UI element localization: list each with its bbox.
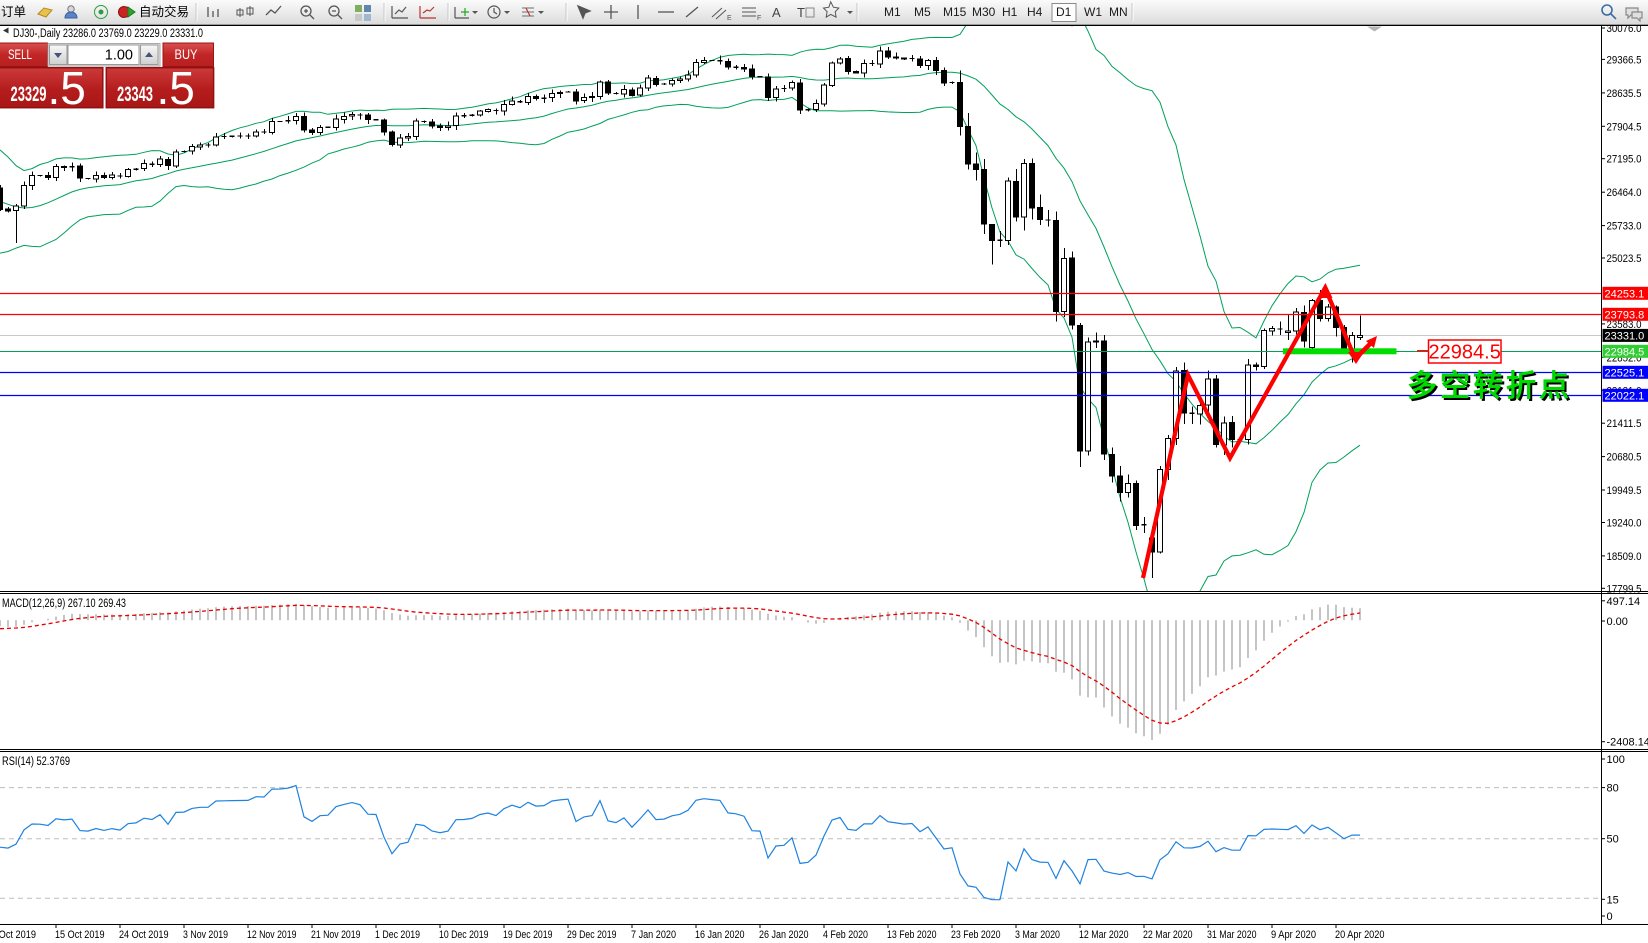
svg-text:M5: M5 [914,5,931,19]
svg-text:BUY: BUY [175,47,198,62]
svg-text:17799.5: 17799.5 [1607,583,1642,595]
svg-text:18509.0: 18509.0 [1607,551,1642,563]
svg-text:31 Mar 2020: 31 Mar 2020 [1207,929,1257,941]
svg-text:27904.5: 27904.5 [1607,121,1642,133]
svg-text:.5: .5 [157,62,195,114]
svg-text:A: A [772,5,781,20]
svg-text:19949.5: 19949.5 [1607,485,1642,497]
svg-text:M1: M1 [884,5,901,19]
svg-text:9 Apr 2020: 9 Apr 2020 [1271,929,1316,941]
svg-text:D1: D1 [1056,5,1072,19]
svg-text:T: T [797,5,805,20]
svg-text:.5: .5 [48,62,86,114]
svg-text:22525.1: 22525.1 [1605,367,1645,379]
svg-text:7 Jan 2020: 7 Jan 2020 [631,929,676,941]
svg-text:22022.1: 22022.1 [1605,390,1645,402]
svg-text:19240.0: 19240.0 [1607,518,1642,530]
svg-text:26 Jan 2020: 26 Jan 2020 [759,929,809,941]
svg-text:1 Dec 2019: 1 Dec 2019 [375,929,420,941]
svg-text:13 Feb 2020: 13 Feb 2020 [887,929,937,941]
svg-text:0: 0 [1607,911,1613,923]
svg-text:22984.5: 22984.5 [1605,346,1645,358]
svg-text:多空转折点: 多空转折点 [1409,372,1574,405]
svg-text:21411.5: 21411.5 [1607,418,1642,430]
svg-text:21 Nov 2019: 21 Nov 2019 [311,929,361,941]
svg-text:15 Oct 2019: 15 Oct 2019 [55,929,105,941]
svg-text:23329: 23329 [11,83,47,106]
svg-text:M30: M30 [972,5,996,19]
svg-text:16 Jan 2020: 16 Jan 2020 [695,929,745,941]
svg-text:23343: 23343 [117,83,153,106]
svg-text:多空转折点: 多空转折点 [1407,370,1572,403]
svg-text:22 Mar 2020: 22 Mar 2020 [1143,929,1193,941]
svg-text:E: E [727,15,732,22]
svg-text:MN: MN [1109,5,1128,19]
svg-text:23331.0: 23331.0 [1605,330,1645,342]
svg-text:0.00: 0.00 [1607,616,1628,628]
svg-text:W1: W1 [1084,5,1102,19]
svg-text:MACD(12,26,9) 267.10 269.43: MACD(12,26,9) 267.10 269.43 [2,598,126,610]
svg-text:29366.5: 29366.5 [1607,54,1642,66]
svg-text:F: F [757,15,761,22]
svg-text:6 Oct 2019: 6 Oct 2019 [0,929,36,941]
svg-text:1.00: 1.00 [105,48,133,64]
svg-text:30076.0: 30076.0 [1607,23,1642,35]
svg-text:自动交易: 自动交易 [139,4,189,19]
svg-text:28635.5: 28635.5 [1607,88,1642,100]
svg-text:H4: H4 [1027,5,1043,19]
svg-text:DJ30-,Daily 23286.0 23769.0 2: DJ30-,Daily 23286.0 23769.0 23229.0 2333… [13,28,203,40]
svg-text:4 Feb 2020: 4 Feb 2020 [823,929,868,941]
svg-text:25733.0: 25733.0 [1607,221,1642,233]
svg-text:20680.5: 20680.5 [1607,452,1642,464]
svg-text:19 Dec 2019: 19 Dec 2019 [503,929,553,941]
svg-text:29 Dec 2019: 29 Dec 2019 [567,929,617,941]
svg-text:23 Feb 2020: 23 Feb 2020 [951,929,1001,941]
svg-text:M15: M15 [943,5,967,19]
svg-text:SELL: SELL [8,47,32,62]
svg-text:24 Oct 2019: 24 Oct 2019 [119,929,169,941]
svg-text:50: 50 [1607,834,1619,846]
svg-text:3 Mar 2020: 3 Mar 2020 [1015,929,1060,941]
svg-text:23793.8: 23793.8 [1605,309,1645,321]
svg-text:27195.0: 27195.0 [1607,154,1642,166]
svg-text:-2408.14: -2408.14 [1607,737,1648,749]
svg-text:12 Nov 2019: 12 Nov 2019 [247,929,297,941]
svg-text:H1: H1 [1002,5,1018,19]
svg-text:80: 80 [1607,783,1619,795]
svg-text:23583.0: 23583.0 [1607,319,1642,331]
svg-text:20 Apr 2020: 20 Apr 2020 [1335,929,1385,941]
svg-text:3 Nov 2019: 3 Nov 2019 [183,929,228,941]
svg-text:100: 100 [1607,754,1625,766]
svg-text:22984.5: 22984.5 [1429,341,1501,363]
svg-text:26464.0: 26464.0 [1607,187,1642,199]
svg-text:497.14: 497.14 [1607,596,1641,608]
svg-text:RSI(14) 52.3769: RSI(14) 52.3769 [2,756,70,768]
svg-text:12 Mar 2020: 12 Mar 2020 [1079,929,1129,941]
svg-text:订单: 订单 [1,5,26,19]
svg-text:25023.5: 25023.5 [1607,253,1642,265]
svg-text:24253.1: 24253.1 [1605,288,1645,300]
svg-text:10 Dec 2019: 10 Dec 2019 [439,929,489,941]
svg-text:15: 15 [1607,894,1619,906]
